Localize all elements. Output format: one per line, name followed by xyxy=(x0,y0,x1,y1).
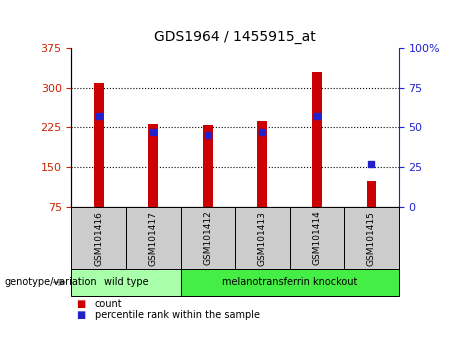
Title: GDS1964 / 1455915_at: GDS1964 / 1455915_at xyxy=(154,30,316,44)
Text: GSM101414: GSM101414 xyxy=(313,211,321,266)
Bar xyxy=(312,72,322,207)
Text: melanotransferrin knockout: melanotransferrin knockout xyxy=(222,277,357,287)
Text: ■: ■ xyxy=(76,310,85,320)
Text: GSM101412: GSM101412 xyxy=(203,211,213,266)
Text: GSM101416: GSM101416 xyxy=(94,211,103,266)
Text: count: count xyxy=(95,299,122,309)
Bar xyxy=(258,120,267,207)
Bar xyxy=(203,125,213,207)
Text: GSM101413: GSM101413 xyxy=(258,211,267,266)
Bar xyxy=(366,181,376,207)
Text: GSM101417: GSM101417 xyxy=(149,211,158,266)
Text: ■: ■ xyxy=(76,299,85,309)
Bar xyxy=(94,83,104,207)
Text: percentile rank within the sample: percentile rank within the sample xyxy=(95,310,260,320)
Bar xyxy=(148,124,158,207)
Text: wild type: wild type xyxy=(104,277,148,287)
Text: genotype/variation: genotype/variation xyxy=(5,277,97,287)
Text: GSM101415: GSM101415 xyxy=(367,211,376,266)
